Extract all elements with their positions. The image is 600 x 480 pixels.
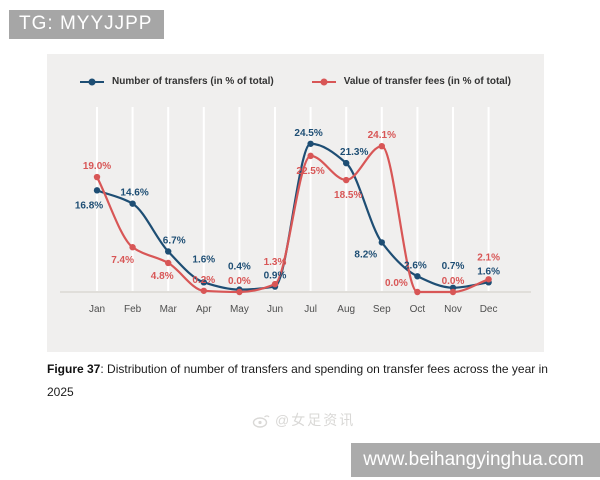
series-1	[93, 142, 492, 296]
data-point	[165, 248, 172, 255]
x-tick-label: Jun	[267, 304, 283, 315]
x-tick-label: Jan	[89, 304, 105, 315]
value-label: 0.0%	[442, 276, 465, 287]
data-point	[449, 288, 457, 296]
x-tick-label: Jul	[304, 304, 317, 315]
legend-line-dot-icon	[311, 78, 336, 85]
value-label: 8.2%	[354, 249, 377, 260]
value-label: 18.5%	[334, 190, 362, 201]
legend-item-0: Number of transfers (in % of total)	[80, 76, 274, 87]
legend-label: Number of transfers (in % of total)	[112, 76, 274, 87]
value-label: 1.3%	[264, 257, 287, 268]
data-point	[129, 200, 136, 207]
x-tick-label: Feb	[124, 304, 142, 315]
data-point	[378, 142, 385, 150]
value-label: 0.9%	[264, 271, 287, 282]
figure-caption: Figure 37: Distribution of number of tra…	[47, 358, 552, 405]
data-point	[93, 173, 101, 181]
value-label: 24.5%	[294, 128, 322, 139]
x-tick-label: May	[230, 304, 249, 315]
data-point	[93, 187, 101, 194]
data-point	[271, 280, 279, 288]
value-label: 19.0%	[83, 161, 111, 172]
legend-line-dot-icon	[80, 78, 105, 85]
data-point	[200, 279, 207, 286]
data-point	[129, 244, 136, 251]
x-tick-label: Apr	[196, 304, 212, 315]
chart-legend: Number of transfers (in % of total) Value…	[47, 76, 544, 87]
data-point	[414, 288, 421, 296]
x-tick-label: Oct	[410, 304, 426, 315]
value-label: 0.4%	[228, 262, 251, 273]
data-point	[378, 239, 385, 246]
data-point	[485, 276, 492, 283]
x-tick-label: Nov	[444, 304, 462, 315]
value-label: 14.6%	[120, 188, 148, 199]
data-point	[236, 288, 243, 296]
weibo-icon	[252, 414, 270, 428]
data-point	[200, 287, 207, 294]
value-label: 21.3%	[340, 147, 368, 158]
data-point	[165, 259, 172, 267]
value-label: 16.8%	[75, 200, 103, 211]
value-label: 0.2%	[192, 275, 215, 286]
series-1-labels: 19.0% 7.4% 4.8% 0.2% 0.0% 1.3% 22.5% 18.5% 24.1%…	[83, 130, 500, 289]
series-0-labels: 16.8% 14.6% 6.7% 1.6% 0.4% 0.9% 24.5% 21.3% 8.2%…	[75, 128, 500, 282]
value-label: 1.6%	[477, 266, 500, 277]
legend-item-1: Value of transfer fees (in % of total)	[311, 76, 511, 87]
value-label: 2.6%	[404, 260, 427, 271]
data-point	[414, 273, 421, 280]
legend-label: Value of transfer fees (in % of total)	[343, 76, 511, 87]
value-label: 4.8%	[151, 271, 174, 282]
value-label: 2.1%	[477, 252, 500, 263]
value-label: 0.7%	[442, 261, 465, 272]
data-point	[307, 140, 314, 147]
x-tick-label: Dec	[480, 304, 498, 315]
x-tick-label: Mar	[160, 304, 178, 315]
data-point	[307, 152, 314, 160]
website-watermark-bar: www.beihangyinghua.com	[351, 443, 600, 477]
chart-svg: 16.8% 14.6% 6.7% 1.6% 0.4% 0.9% 24.5% 21.3% 8.2%…	[60, 107, 531, 315]
gridlines	[96, 107, 490, 291]
figure-caption-text: : Distribution of number of transfers an…	[47, 362, 548, 400]
x-tick-label: Sep	[373, 304, 391, 315]
value-label: 0.0%	[385, 278, 408, 289]
weibo-watermark-text: @女足资讯	[275, 412, 356, 428]
x-tick-label: Aug	[337, 304, 355, 315]
value-label: 7.4%	[111, 255, 134, 266]
figure-caption-number: Figure 37	[47, 362, 101, 376]
data-point	[343, 159, 350, 167]
value-label: 6.7%	[163, 235, 186, 246]
value-label: 24.1%	[368, 130, 396, 141]
weibo-watermark: @女足资讯	[252, 410, 355, 430]
chart-card: 16.8% 14.6% 6.7% 1.6% 0.4% 0.9% 24.5% 21.3% 8.2%…	[47, 54, 544, 352]
value-label: 1.6%	[192, 254, 215, 265]
x-axis-labels: Jan Feb Mar Apr May Jun Jul Aug Sep Oct Nov Dec	[89, 304, 498, 315]
data-point	[343, 176, 350, 184]
value-label: 0.0%	[228, 276, 251, 287]
value-label: 22.5%	[296, 166, 324, 177]
telegram-watermark-banner: TG: MYYJJPP	[9, 10, 165, 39]
